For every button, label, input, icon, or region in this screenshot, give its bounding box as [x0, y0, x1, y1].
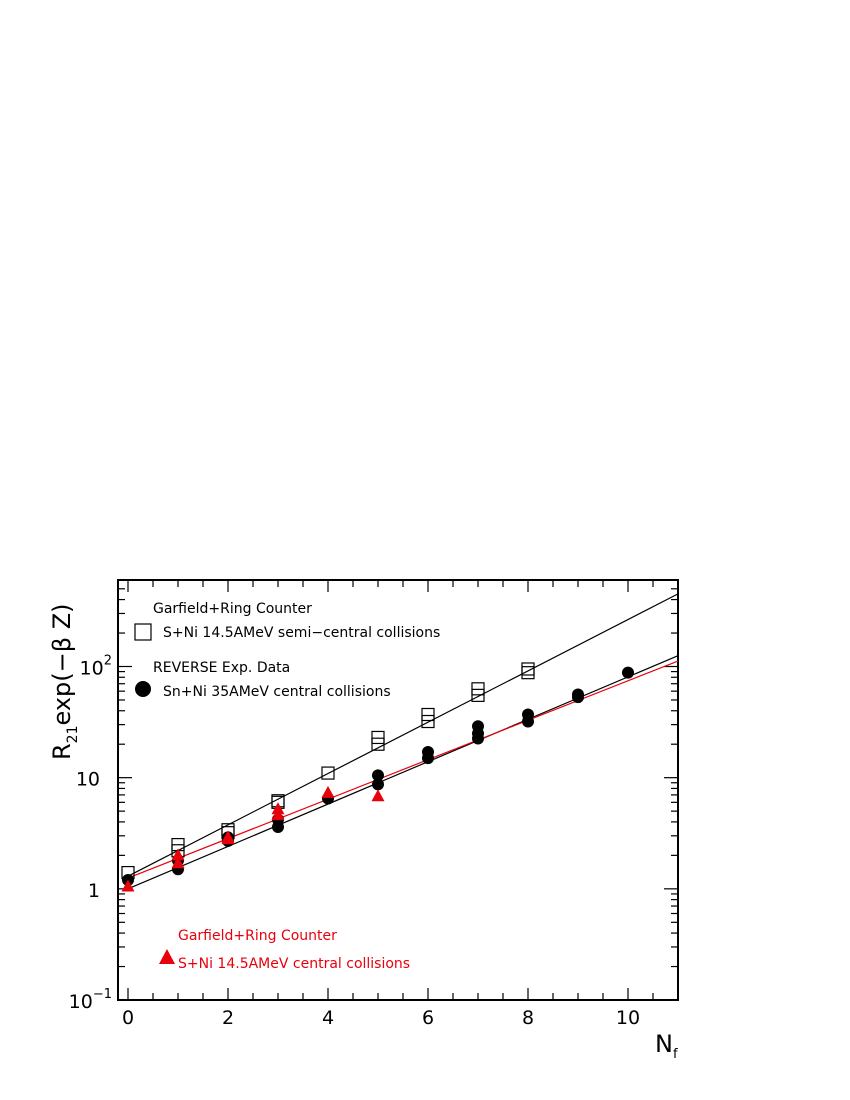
fit-line-series-0: [127, 593, 679, 877]
data-point-series-1: [472, 720, 484, 733]
x-axis-label: Nf: [655, 1030, 678, 1062]
data-point-series-0: [371, 730, 385, 745]
data-point-series-0: [521, 662, 535, 676]
data-points: [121, 662, 634, 892]
data-point-series-0: [421, 707, 435, 722]
data-point-series-0: [371, 737, 385, 751]
data-point-series-0: [471, 682, 485, 696]
data-point-series-2: [271, 802, 285, 815]
legend-label-2: S+Ni 14.5AMeV central collisions: [178, 956, 410, 972]
data-point-series-1: [372, 778, 384, 791]
data-point-series-2: [121, 879, 135, 892]
x-tick-label: 6: [422, 1007, 434, 1029]
data-point-series-0: [321, 766, 335, 780]
x-tick-label: 4: [322, 1007, 334, 1029]
data-point-series-1: [372, 769, 384, 782]
fit-lines: [127, 593, 679, 890]
legend-label-1: Sn+Ni 35AMeV central collisions: [163, 684, 391, 700]
data-point-series-1: [422, 746, 434, 759]
x-tick-label: 0: [122, 1007, 134, 1029]
legend-marker-2: [159, 949, 175, 964]
axis-ticks: [118, 579, 679, 1001]
plot-frame: [117, 579, 679, 1001]
data-point-series-2: [171, 848, 185, 861]
legend-title-1: REVERSE Exp. Data: [153, 660, 290, 676]
fit-line-series-1: [127, 655, 679, 890]
y-tick-label: 1: [88, 880, 100, 902]
y-tick-label: 10−1: [69, 987, 112, 1013]
x-tick-label: 10: [616, 1007, 640, 1029]
legend: Garfield+Ring Counter S+Ni 14.5AMeV semi−…: [134, 601, 440, 972]
legend-marker-1: [135, 681, 151, 697]
data-point-series-2: [321, 785, 335, 798]
data-point-series-0: [421, 714, 435, 729]
legend-title-2: Garfield+Ring Counter: [178, 928, 337, 944]
data-point-series-2: [371, 789, 385, 802]
y-tick-label: 10: [76, 769, 100, 791]
data-point-series-1: [572, 688, 584, 701]
legend-marker-0: [134, 623, 152, 641]
y-axis-label: R21exp(−β Z): [48, 603, 81, 760]
legend-label-0: S+Ni 14.5AMeV semi−central collisions: [163, 625, 440, 641]
data-point-series-2: [171, 856, 185, 869]
tick-labels: 0 2 4 6 8 10 10−1 1 10 102: [69, 654, 640, 1029]
legend-title-0: Garfield+Ring Counter: [153, 601, 312, 617]
x-tick-label: 2: [222, 1007, 234, 1029]
data-point-series-2: [221, 830, 235, 843]
data-point-series-1: [522, 708, 534, 721]
x-tick-label: 8: [522, 1007, 534, 1029]
y-tick-label: 102: [80, 654, 112, 680]
fit-line-series-2: [127, 660, 679, 879]
data-point-series-1: [622, 666, 634, 679]
